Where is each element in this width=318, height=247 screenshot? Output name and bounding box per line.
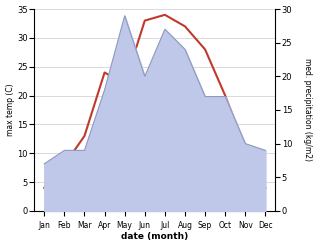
Y-axis label: med. precipitation (kg/m2): med. precipitation (kg/m2) (303, 59, 313, 162)
X-axis label: date (month): date (month) (121, 232, 189, 242)
Y-axis label: max temp (C): max temp (C) (5, 84, 15, 136)
